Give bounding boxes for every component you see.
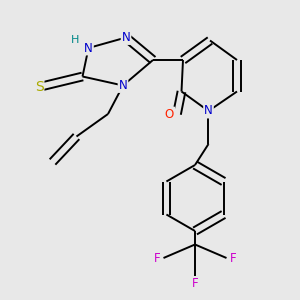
Text: F: F	[192, 277, 198, 290]
Text: F: F	[154, 251, 160, 265]
Text: N: N	[122, 31, 130, 44]
Text: F: F	[230, 251, 236, 265]
Text: N: N	[118, 79, 127, 92]
Text: S: S	[34, 80, 43, 94]
Text: O: O	[165, 107, 174, 121]
Text: H: H	[71, 34, 79, 45]
Text: N: N	[204, 104, 213, 118]
Text: N: N	[84, 41, 93, 55]
